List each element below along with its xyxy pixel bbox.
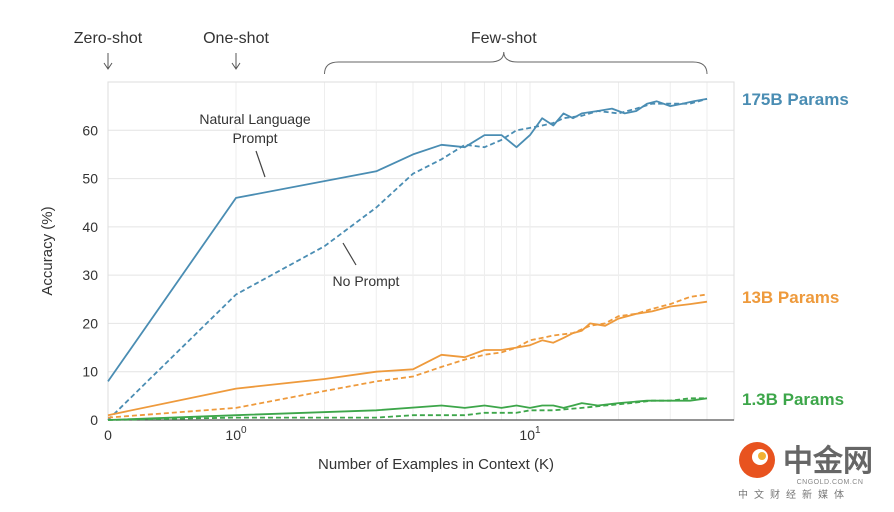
series-label-1-3b: 1.3B Params [742,390,844,409]
few-shot-brace [324,51,708,75]
group-markers [103,51,708,75]
watermark-brand: 中金网 [783,444,873,478]
down-arrow-icon-1 [231,62,241,70]
tick-labels: 0 10 20 30 40 50 60 0 100 101 [82,122,541,443]
x-tick-label-1: 100 [225,425,247,443]
annotation-pointer-no-prompt [342,242,357,266]
down-arrow-icon-0 [103,62,113,70]
plot-area [108,82,734,420]
watermark-tagline: 中文财经新媒体 [738,488,850,501]
series-label-175b: 175B Params [742,90,849,109]
y-tick-label-30: 30 [82,267,98,283]
series-label-13b: 13B Params [742,288,839,307]
series-line-4 [107,397,708,421]
y-axis-title: Accuracy (%) [39,206,56,295]
series-line-5 [107,397,707,421]
annotation-no-prompt: No Prompt [333,273,400,289]
x-tick-label-0: 0 [104,427,112,443]
x-tick-label-10: 101 [519,425,541,443]
axes [107,81,735,421]
annotation-natural-language-prompt-line2: Prompt [232,130,277,146]
y-tick-label-10: 10 [82,364,98,380]
series-line-1 [107,98,708,421]
few-shot-label: Few-shot [471,30,537,47]
y-tick-label-40: 40 [82,219,98,235]
annotation-natural-language-prompt: Natural Language [199,111,311,127]
watermark-site: CNGOLD.COM.CN [797,479,864,486]
y-tick-label-20: 20 [82,315,98,331]
series-line-3 [107,293,708,419]
watermark-logo-dot-icon [758,452,766,460]
watermark: 中金网 CNGOLD.COM.CN 中文财经新媒体 [738,442,873,501]
one-shot-label: One-shot [203,30,269,47]
zero-shot-label: Zero-shot [74,30,143,47]
series-line-0 [107,98,708,382]
y-tick-label-0: 0 [90,412,98,428]
y-tick-label-60: 60 [82,122,98,138]
y-tick-label-50: 50 [82,171,98,187]
annotation-pointer-natural-language [255,150,266,178]
x-axis-title: Number of Examples in Context (K) [318,456,554,473]
series-lines [107,98,708,421]
grid [108,82,734,420]
